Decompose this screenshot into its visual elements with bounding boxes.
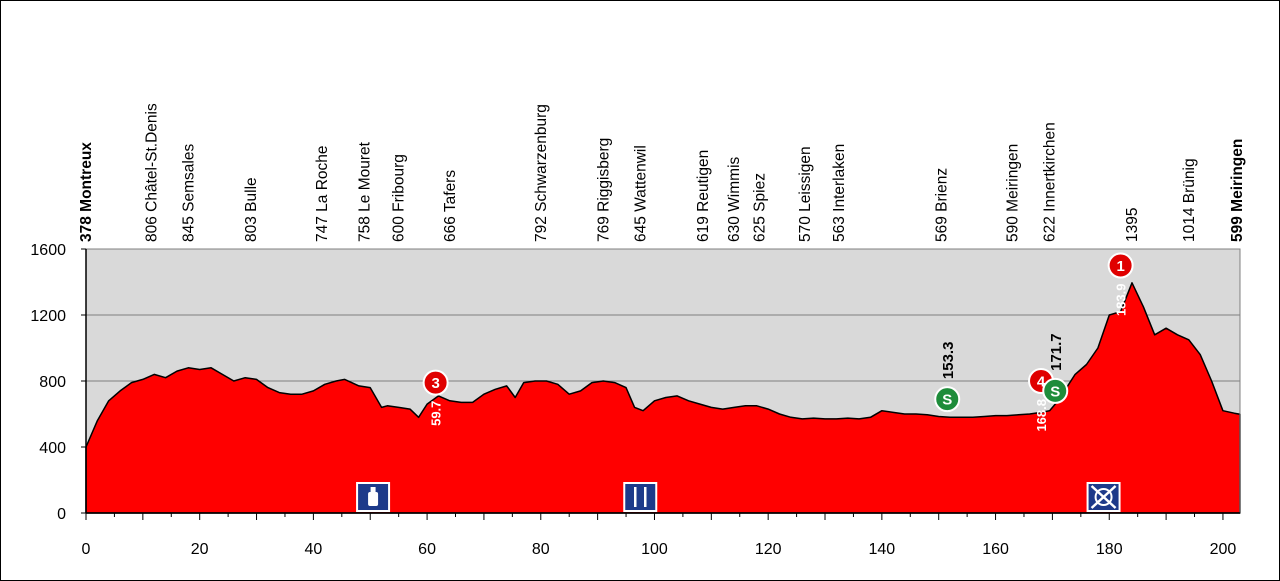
sprint-marker bbox=[1042, 377, 1069, 404]
y-tick-label: 800 bbox=[39, 374, 66, 391]
x-tick-label: 100 bbox=[641, 541, 668, 558]
place-label: 563 Interlaken bbox=[831, 144, 848, 242]
bottle-icon bbox=[356, 482, 391, 512]
race-markers: 3 59.7 4 168.8 1 183.9 S 153.3 S 171.7 bbox=[422, 252, 1134, 432]
y-tick-label: 1600 bbox=[30, 242, 66, 259]
place-labels: 378 Montreux 806 Châtel-St.Denis 845 Semsa… bbox=[78, 103, 1246, 242]
y-tick-label: 1200 bbox=[30, 308, 66, 325]
food-icon bbox=[623, 482, 658, 512]
place-label: 806 Châtel-St.Denis bbox=[143, 103, 160, 242]
place-label: 569 Brienz bbox=[934, 168, 951, 242]
marker-label: S bbox=[942, 392, 952, 409]
marker-label: 1 bbox=[1116, 258, 1124, 275]
place-label: 747 La Roche bbox=[314, 145, 331, 242]
no-bottle-icon bbox=[1086, 482, 1121, 512]
bottle-ring bbox=[1094, 488, 1113, 506]
climb-marker bbox=[1107, 252, 1134, 279]
bottle-neck bbox=[370, 487, 376, 492]
y-tick-label: 0 bbox=[57, 506, 66, 523]
place-label: 378 Montreux bbox=[78, 142, 95, 242]
x-tick-label: 140 bbox=[869, 541, 896, 558]
place-label: 645 Wattenwil bbox=[632, 145, 649, 242]
km-label: 171.7 bbox=[1048, 333, 1065, 371]
x-tick-label: 20 bbox=[191, 541, 209, 558]
y-axis-ticks: 0 400 800 1200 1600 bbox=[30, 242, 87, 523]
marker-label: 4 bbox=[1037, 374, 1046, 391]
place-label: 622 Innertkirchen bbox=[1042, 122, 1059, 242]
x-tick-label: 120 bbox=[755, 541, 782, 558]
place-label: 803 Bulle bbox=[243, 177, 260, 242]
km-label: 153.3 bbox=[940, 342, 957, 380]
x-axis-ticks: 0 20 40 60 80 100 120 140 160 180 200 bbox=[82, 512, 1240, 558]
place-label: 619 Reutigen bbox=[695, 150, 712, 242]
cross-line bbox=[1090, 485, 1117, 509]
place-label: 758 Le Mouret bbox=[357, 141, 374, 242]
place-label: 1014 Brünig bbox=[1181, 158, 1198, 242]
bottle-shape bbox=[368, 492, 379, 506]
km-label: 183.9 bbox=[1114, 284, 1129, 317]
y-tick-label: 400 bbox=[39, 440, 66, 457]
sprint-marker bbox=[934, 386, 961, 413]
km-label: 59.7 bbox=[429, 401, 444, 426]
x-tick-label: 80 bbox=[532, 541, 550, 558]
place-label: 666 Tafers bbox=[442, 170, 459, 242]
feed-zone-icons bbox=[356, 482, 1121, 512]
place-label: 625 Spiez bbox=[752, 173, 769, 242]
place-label: 769 Riggisberg bbox=[595, 138, 612, 242]
feed-icon-box bbox=[623, 482, 658, 512]
x-tick-label: 60 bbox=[418, 541, 436, 558]
climb-marker bbox=[422, 369, 449, 396]
x-tick-label: 180 bbox=[1096, 541, 1123, 558]
marker-label: 3 bbox=[431, 375, 439, 392]
x-tick-label: 0 bbox=[82, 541, 91, 558]
x-tick-label: 160 bbox=[982, 541, 1009, 558]
place-label: 590 Meiringen bbox=[1005, 144, 1022, 242]
place-label: 845 Semsales bbox=[180, 144, 197, 242]
place-label: 630 Wimmis bbox=[726, 156, 743, 242]
place-label: 570 Leissigen bbox=[797, 146, 814, 242]
x-tick-label: 200 bbox=[1210, 541, 1237, 558]
place-label: 1395 bbox=[1124, 208, 1141, 242]
marker-label: S bbox=[1050, 383, 1060, 400]
x-tick-label: 40 bbox=[304, 541, 322, 558]
place-label: 792 Schwarzenburg bbox=[533, 104, 550, 242]
km-label: 168.8 bbox=[1034, 399, 1049, 432]
place-label: 599 Meiringen bbox=[1229, 139, 1246, 242]
place-label: 600 Fribourg bbox=[391, 154, 408, 242]
